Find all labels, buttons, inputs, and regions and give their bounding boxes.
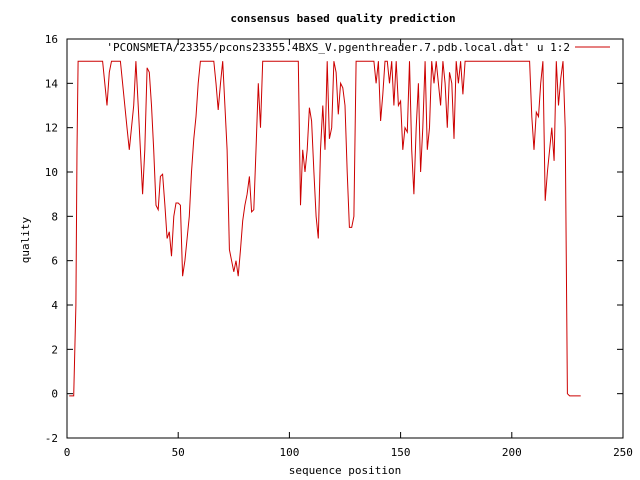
y-tick-label: 6: [51, 255, 58, 268]
legend-label: 'PCONSMETA/23355/pcons23355.4BXS_V.pgent…: [106, 41, 570, 54]
y-tick-label: 2: [51, 343, 58, 356]
legend: 'PCONSMETA/23355/pcons23355.4BXS_V.pgent…: [106, 41, 610, 54]
y-tick-label: 10: [45, 166, 58, 179]
y-tick-label: -2: [45, 432, 58, 445]
chart-title: consensus based quality prediction: [230, 12, 455, 25]
series-line: [69, 60, 581, 397]
y-tick-label: 16: [45, 33, 58, 46]
y-tick-label: 0: [51, 388, 58, 401]
x-tick-label: 200: [502, 446, 522, 459]
y-tick-label: 14: [45, 77, 59, 90]
x-tick-label: 0: [64, 446, 71, 459]
y-axis-label: quality: [19, 216, 32, 263]
x-tick-label: 250: [613, 446, 633, 459]
y-tick-label: 8: [51, 210, 58, 223]
x-tick-label: 50: [172, 446, 185, 459]
y-tick-label: 12: [45, 122, 58, 135]
y-axis: -2 0 2 4 6 8 10 12 14 16: [45, 33, 623, 445]
y-tick-label: 4: [51, 299, 58, 312]
x-axis-label: sequence position: [289, 464, 402, 477]
x-axis: 0 50 100 150 200 250: [64, 39, 633, 459]
plot-frame: [66, 38, 624, 439]
x-tick-label: 100: [279, 446, 299, 459]
x-tick-label: 150: [391, 446, 411, 459]
